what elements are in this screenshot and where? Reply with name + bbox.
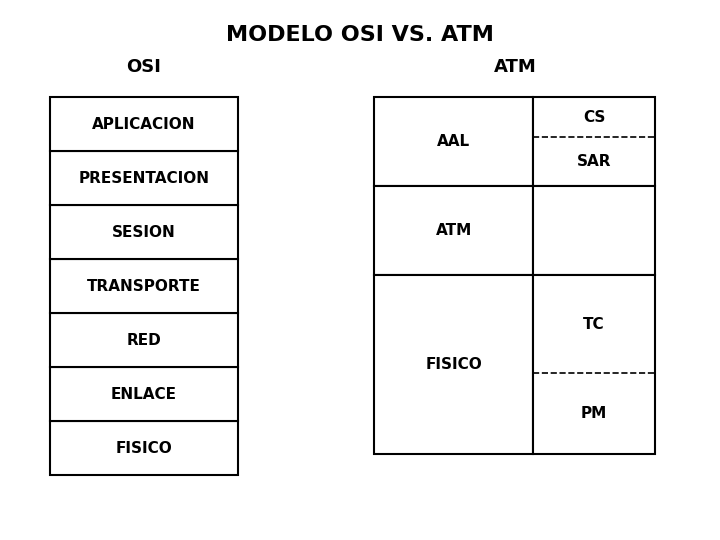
Bar	[50, 259, 238, 313]
Bar	[374, 97, 533, 186]
Text: TRANSPORTE: TRANSPORTE	[87, 279, 201, 294]
Text: SAR: SAR	[577, 154, 611, 170]
Bar	[374, 186, 533, 275]
Bar	[50, 205, 238, 259]
Text: MODELO OSI VS. ATM: MODELO OSI VS. ATM	[226, 25, 494, 45]
Text: APLICACION: APLICACION	[92, 117, 196, 132]
Text: ATM: ATM	[436, 224, 472, 238]
Bar	[50, 97, 238, 151]
Text: CS: CS	[582, 110, 606, 125]
Bar	[50, 367, 238, 421]
Text: ATM: ATM	[493, 58, 536, 77]
Text: TC: TC	[583, 317, 605, 332]
Text: ENLACE: ENLACE	[111, 387, 177, 402]
Text: AAL: AAL	[437, 134, 470, 149]
Text: FISICO: FISICO	[426, 357, 482, 372]
Bar	[50, 313, 238, 367]
Bar	[533, 186, 655, 275]
Bar	[533, 97, 655, 186]
Text: FISICO: FISICO	[116, 441, 172, 456]
Bar	[50, 421, 238, 475]
Text: SESION: SESION	[112, 225, 176, 240]
Bar	[374, 275, 533, 454]
Bar	[50, 151, 238, 205]
Bar	[533, 275, 655, 454]
Text: RED: RED	[127, 333, 161, 348]
Text: PRESENTACION: PRESENTACION	[78, 171, 210, 186]
Text: PM: PM	[581, 406, 607, 421]
Text: OSI: OSI	[127, 58, 161, 77]
